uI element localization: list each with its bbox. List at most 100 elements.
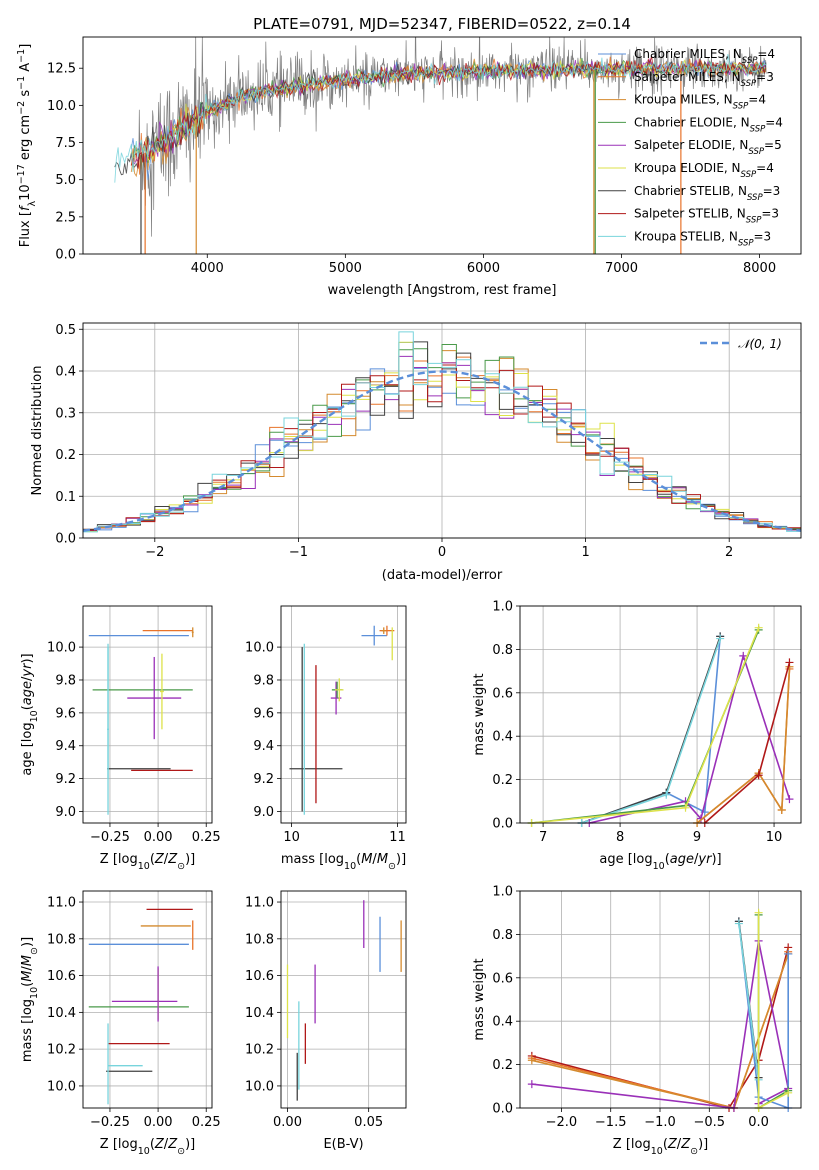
mass-weight-marker: [662, 790, 671, 799]
axis-label: E(B-V): [323, 1137, 363, 1152]
mass-weight-marker: [777, 805, 786, 814]
y-tick-label: 9.2: [253, 772, 274, 787]
x-tick-label: −0.5: [694, 1115, 726, 1130]
y-tick-label: 0.2: [492, 773, 513, 788]
y-tick-label: 11.0: [47, 896, 76, 911]
mass-weight-marker: [754, 908, 763, 917]
normal-reference-curve: [83, 370, 801, 532]
axes-frame: [280, 605, 407, 824]
y-tick-label: 11.0: [245, 896, 274, 911]
y-tick-label: 0.0: [492, 1102, 513, 1117]
x-tick-label: 1: [581, 545, 589, 560]
mass-weight-line: [738, 921, 789, 1110]
x-tick-label: 5000: [329, 261, 362, 276]
x-tick-label: −1.5: [595, 1115, 627, 1130]
mass-weight-marker: [716, 634, 725, 643]
legend-label: Salpeter STELIB, NSSP=3: [634, 207, 779, 226]
y-tick-label: 10.0: [245, 641, 274, 656]
y-tick-label: 9.4: [253, 739, 274, 754]
x-tick-label: 9: [693, 830, 701, 845]
x-tick-label: −0.25: [90, 1115, 130, 1130]
massweight_vs_age-plot-area: [527, 623, 794, 827]
legend-label: Kroupa MILES, NSSP=4: [634, 93, 766, 112]
x-tick-label: 8000: [743, 261, 776, 276]
y-tick-label: 0.8: [492, 643, 513, 658]
axis-label: Z [log10(Z/Z⊙)]: [613, 1137, 708, 1157]
axes-frame: [82, 890, 213, 1109]
x-tick-label: 0.0: [748, 1115, 769, 1130]
y-tick-label: 0.4: [55, 365, 76, 380]
y-tick-label: 9.2: [55, 772, 76, 787]
spectrum-legend: Chabrier MILES, NSSP=4 Salpeter MILES, NS…: [598, 47, 783, 248]
spectrum-plot-area: [114, 37, 767, 254]
legend-label: Kroupa ELODIE, NSSP=4: [634, 161, 774, 180]
axes-frame: [519, 890, 802, 1109]
x-tick-label: 7: [539, 830, 547, 845]
y-tick-label: 2.5: [55, 210, 76, 225]
residuals-panel: −2 −1 0 1 2 0.0 0.1 0.2 0.3 0.4 0.5 𝒩(0, 1) (data-mo…: [30, 322, 802, 583]
legend-label: Salpeter MILES, NSSP=3: [634, 70, 774, 89]
x-tick-label: 0: [438, 545, 446, 560]
axis-label: (data-model)/error: [382, 568, 503, 583]
age_vs_mass-panel: 10 11 9.0 9.2 9.4 9.6 9.8 10.0 mass [log10(M/M⊙)…: [245, 605, 407, 872]
x-tick-label: −0.25: [90, 830, 130, 845]
y-tick-label: 0.8: [492, 928, 513, 943]
axis-label: Flux [fλ10−17 erg cm−2 s−1 A−1]: [16, 44, 38, 248]
model-spectrum-line: [130, 55, 767, 169]
x-tick-label: 0.25: [192, 1115, 221, 1130]
y-tick-label: 10.0: [245, 1079, 274, 1094]
mass-weight-line: [738, 923, 760, 1080]
axis-label: Z [log10(Z/Z⊙)]: [100, 1137, 195, 1157]
mass_vs_EBV-plot-area: [286, 900, 402, 1101]
y-tick-label: 9.6: [55, 706, 76, 721]
x-tick-label: 0.00: [273, 1115, 302, 1130]
y-tick-label: 10.4: [47, 1006, 76, 1021]
y-tick-label: 9.8: [55, 673, 76, 688]
x-tick-label: 2: [725, 545, 733, 560]
mass-weight-marker: [754, 771, 763, 780]
axes-frame: [82, 322, 802, 539]
x-tick-label: 6000: [467, 261, 500, 276]
age_vs_Z-panel: −0.25 0.00 0.25 9.0 9.2 9.4 9.6 9.8 10.0 Z [log10…: [20, 605, 221, 872]
x-tick-label: 4000: [191, 261, 224, 276]
y-tick-label: 9.0: [55, 805, 76, 820]
y-tick-label: 0.2: [492, 1058, 513, 1073]
mass-weight-marker: [527, 1056, 536, 1065]
x-tick-label: 8: [616, 830, 624, 845]
y-tick-label: 10.6: [245, 969, 274, 984]
legend-label: 𝒩(0, 1): [738, 337, 782, 351]
y-tick-label: 10.8: [47, 932, 76, 947]
y-tick-label: 10.2: [47, 1043, 76, 1058]
axes-frame: [519, 605, 802, 824]
y-tick-label: 10.4: [245, 1006, 274, 1021]
residual-histogram-step: [83, 364, 801, 531]
y-tick-label: 0.6: [492, 686, 513, 701]
y-tick-label: 10.2: [245, 1043, 274, 1058]
y-tick-label: 9.6: [253, 706, 274, 721]
massweight_vs_Z-panel: −2.0 −1.5 −1.0 −0.5 0.0 0.0 0.2 0.4 0.6 0.8 1.0 Z […: [472, 885, 802, 1157]
x-tick-label: 7000: [605, 261, 638, 276]
y-tick-label: 0.0: [492, 817, 513, 832]
mass-weight-marker: [681, 803, 690, 812]
legend-label: Chabrier ELODIE, NSSP=4: [634, 115, 783, 134]
axis-label: mass weight: [472, 958, 487, 1040]
residuals-plot-area: [83, 331, 801, 533]
mass_vs_Z-panel: −0.25 0.00 0.25 10.0 10.2 10.4 10.6 10.8 11.0 Z […: [20, 890, 221, 1157]
mass-weight-marker: [785, 658, 794, 667]
massweight_vs_Z-plot-area: [527, 908, 793, 1112]
axis-label: age [log10(age/yr)]: [599, 852, 721, 872]
y-tick-label: 0.4: [492, 730, 513, 745]
figure-title: PLATE=0791, MJD=52347, FIBERID=0522, z=0…: [253, 15, 631, 33]
axis-label: mass [log10(M/M⊙)]: [20, 937, 40, 1062]
y-tick-label: 10.0: [47, 99, 76, 114]
x-tick-label: 0.25: [192, 830, 221, 845]
age_vs_mass-plot-area: [289, 625, 395, 815]
mass-weight-marker: [527, 1080, 536, 1089]
legend-label: Salpeter ELODIE, NSSP=5: [634, 138, 782, 157]
x-tick-label: 10: [283, 830, 300, 845]
spectrum-panel: 4000 5000 6000 7000 8000 0.0 2.5 5.0 7.5 10.0 12.5…: [16, 36, 802, 298]
x-tick-label: −2: [145, 545, 164, 560]
y-tick-label: 7.5: [55, 136, 76, 151]
mass-weight-marker: [739, 651, 748, 660]
